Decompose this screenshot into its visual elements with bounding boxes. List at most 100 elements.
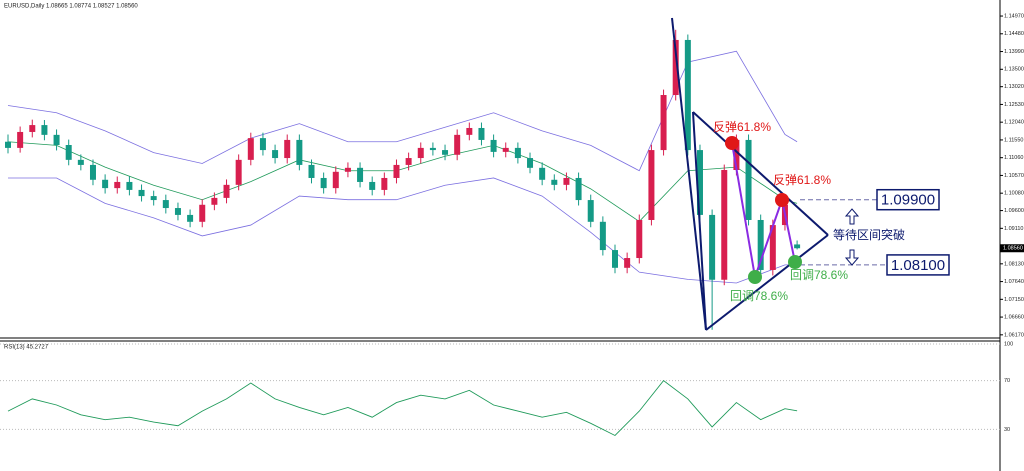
candle-body	[393, 164, 400, 178]
candle-body	[721, 170, 728, 280]
candle-body	[757, 219, 764, 270]
y-tick-label: 1.06170	[1004, 332, 1024, 338]
annotation: 回调78.6%	[790, 268, 848, 282]
y-tick-label: 1.13500	[1004, 67, 1024, 73]
candle-body	[648, 150, 655, 220]
last-price-label: 1.08560	[1003, 246, 1023, 252]
candle-body	[442, 150, 449, 155]
candle-body	[114, 181, 121, 189]
candle-body	[636, 219, 643, 259]
y-tick-label: 1.10080	[1004, 191, 1024, 197]
y-tick-label: 1.12040	[1004, 120, 1024, 126]
candle-body	[308, 164, 315, 178]
band-upper	[7, 50, 798, 172]
candle-body	[745, 139, 752, 220]
candle-body	[794, 244, 801, 249]
candle-body	[259, 138, 266, 151]
candle-body	[77, 159, 84, 165]
candle-body	[417, 147, 424, 159]
level-box	[886, 254, 950, 276]
candle-body	[223, 184, 230, 198]
candle-body	[53, 134, 60, 146]
candle-body	[612, 250, 618, 268]
y-tick-label: 1.14480	[1004, 31, 1024, 37]
y-tick-label: 1.13020	[1004, 84, 1024, 90]
candle-body	[150, 196, 157, 201]
zigzag	[731, 142, 796, 281]
candle-body	[563, 177, 570, 185]
candle-body	[65, 145, 72, 160]
arrow-up	[844, 208, 860, 225]
peak-dot	[725, 136, 739, 150]
trend-line	[692, 111, 707, 331]
annotation-shapes	[671, 17, 860, 331]
y-tick-label: 1.07150	[1004, 297, 1024, 303]
candle-body	[41, 125, 48, 135]
trend-line	[671, 17, 707, 331]
candle-body	[284, 139, 291, 159]
level-box	[876, 188, 940, 211]
candle-body	[672, 39, 679, 96]
candle-body	[709, 214, 716, 280]
candle-body	[624, 258, 631, 268]
y-tick-label: 1.07640	[1004, 279, 1024, 285]
candle-body	[89, 164, 96, 180]
candle-body	[454, 134, 461, 155]
candle-body	[514, 147, 521, 159]
y-tick-label: 1.14970	[1004, 13, 1024, 19]
candle-body	[381, 177, 388, 190]
candle-body	[17, 131, 24, 148]
candle-body	[138, 189, 145, 197]
candle-body	[126, 181, 133, 190]
arrow-down	[844, 249, 860, 266]
candle-body	[344, 167, 351, 172]
candle-body	[174, 208, 181, 215]
annotation: 反弹61.8%	[713, 120, 771, 134]
y-tick-label: 1.06660	[1004, 315, 1024, 321]
candle-body	[102, 179, 109, 189]
candle-body	[733, 139, 740, 170]
candle-body	[429, 147, 436, 151]
rsi-tick-label: 70	[1004, 378, 1010, 384]
last-price-box	[1000, 244, 1024, 253]
candle-body	[527, 158, 534, 168]
candle-body	[369, 181, 376, 190]
rsi-header: RSI(13) 45.2727	[4, 345, 49, 351]
candle-body	[357, 167, 364, 182]
candle-body	[551, 179, 558, 185]
trough-dot	[788, 255, 802, 269]
candle-body	[575, 177, 582, 201]
rsi-tick-label: 100	[1004, 341, 1013, 347]
band-lower	[8, 177, 798, 284]
y-tick-label: 1.08130	[1004, 261, 1024, 267]
candle-body	[769, 225, 776, 270]
candle-body	[684, 39, 691, 151]
annotation: 等待区间突破	[833, 227, 905, 242]
peak-dot	[775, 193, 789, 207]
candle-body	[539, 167, 546, 180]
level-label: 1.09900	[881, 192, 935, 209]
y-tick-label: 1.11550	[1004, 137, 1023, 143]
y-tick-label: 1.09110	[1004, 226, 1023, 232]
candle-body	[247, 138, 254, 160]
candle-body	[29, 125, 36, 132]
candle-body	[272, 150, 279, 159]
candle-body	[235, 159, 242, 185]
trend-line	[692, 111, 829, 236]
annotation: 回调78.6%	[730, 289, 788, 303]
candle-body	[502, 147, 509, 152]
trough-dot	[748, 270, 762, 284]
candle-body	[466, 127, 473, 135]
candle-body	[5, 141, 11, 148]
candle-body	[199, 204, 206, 222]
y-tick-label: 1.11060	[1004, 155, 1023, 161]
candle-body	[332, 171, 339, 189]
y-tick-label: 1.09600	[1004, 208, 1024, 214]
candle-body	[296, 139, 303, 165]
candle-body	[490, 139, 497, 152]
level-label: 1.08100	[891, 257, 945, 274]
candle-body	[587, 200, 594, 222]
candle-body	[478, 127, 485, 140]
